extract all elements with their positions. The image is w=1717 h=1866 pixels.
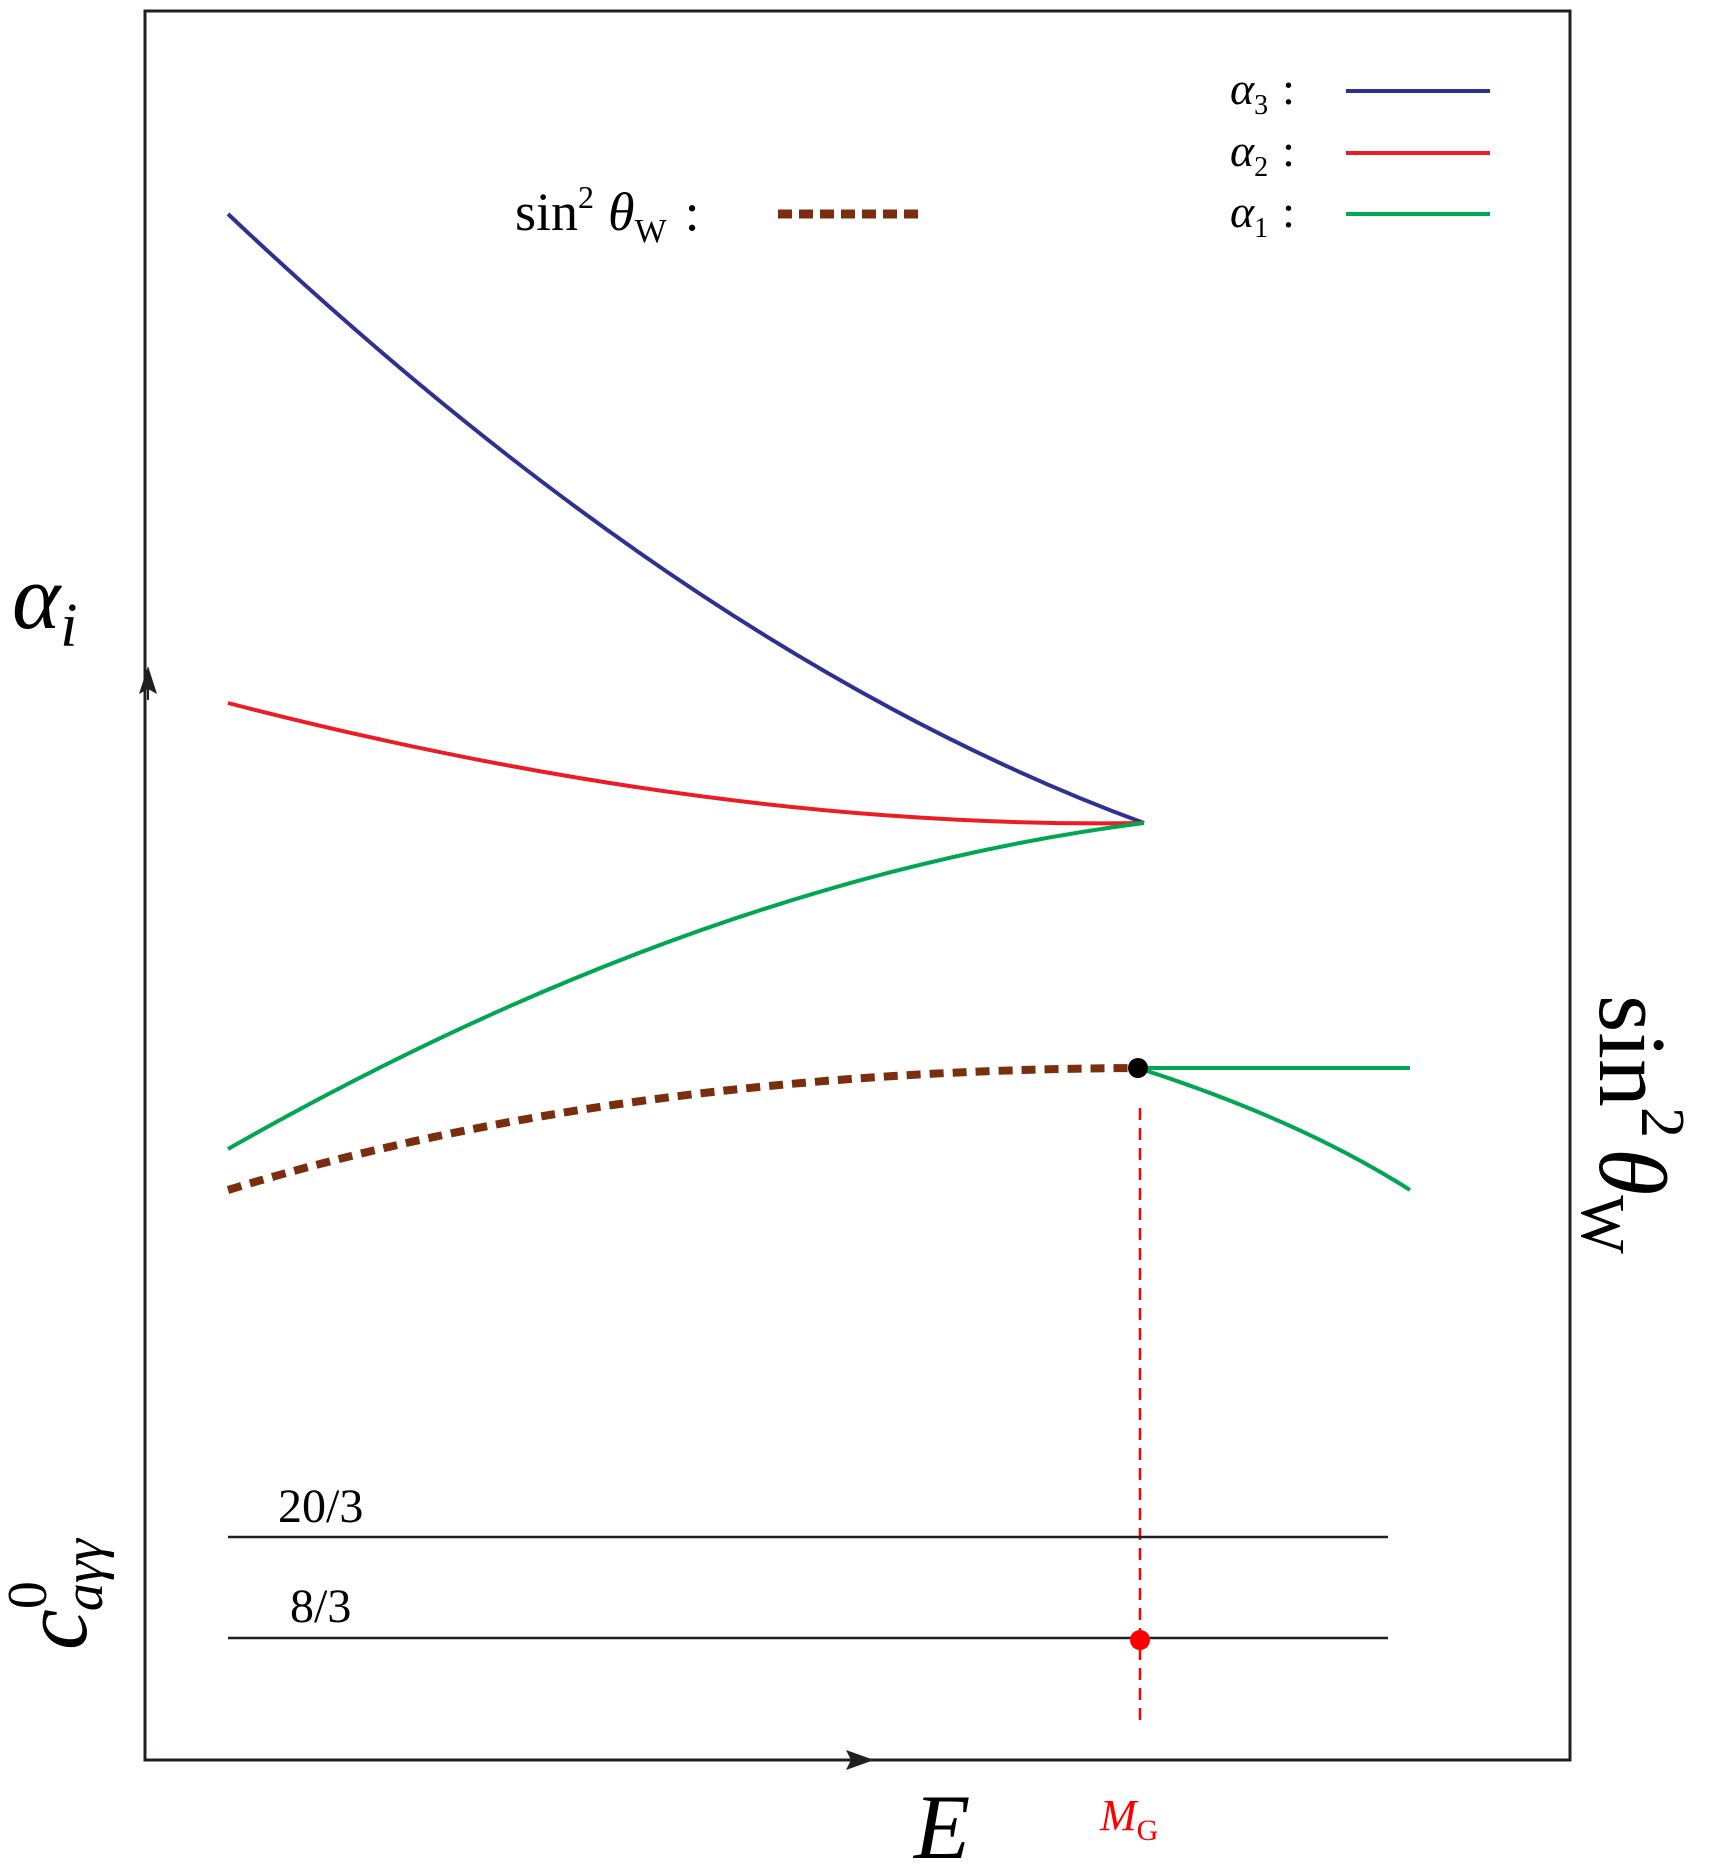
left-lower-axis-label: c0aγγ [0, 1537, 115, 1650]
mg-level-point [1130, 1630, 1150, 1650]
alpha1-curve [227, 821, 1145, 1151]
x-axis-arrow-head [846, 1750, 874, 1770]
legend-alpha2-label: α2: [1230, 125, 1295, 183]
y-axis-arrow-head [139, 666, 157, 694]
right-axis-label: sin2θW [1568, 995, 1696, 1254]
mg-label: MG [1099, 1791, 1158, 1847]
x-axis-label: E [912, 1776, 970, 1866]
legend-sin2-label: sin2 θW: [515, 179, 700, 250]
legend-alpha3-label: α3: [1230, 63, 1295, 121]
sin2-theta-w-curve [226, 1064, 1141, 1194]
level-label-20-3: 20/3 [278, 1480, 363, 1533]
y-axis-label: αi [12, 546, 78, 660]
right-axis-label-group: sin2θW [1568, 995, 1696, 1254]
sin2-falling-branch [1137, 1066, 1412, 1192]
left-lower-label-group: c0aγγ [0, 1537, 115, 1650]
legend-alpha1-label: α1: [1230, 186, 1295, 244]
unification-point [1128, 1058, 1148, 1078]
alpha2-curve [227, 701, 1145, 826]
level-label-8-3: 8/3 [290, 1580, 351, 1633]
alpha3-curve [226, 212, 1145, 825]
